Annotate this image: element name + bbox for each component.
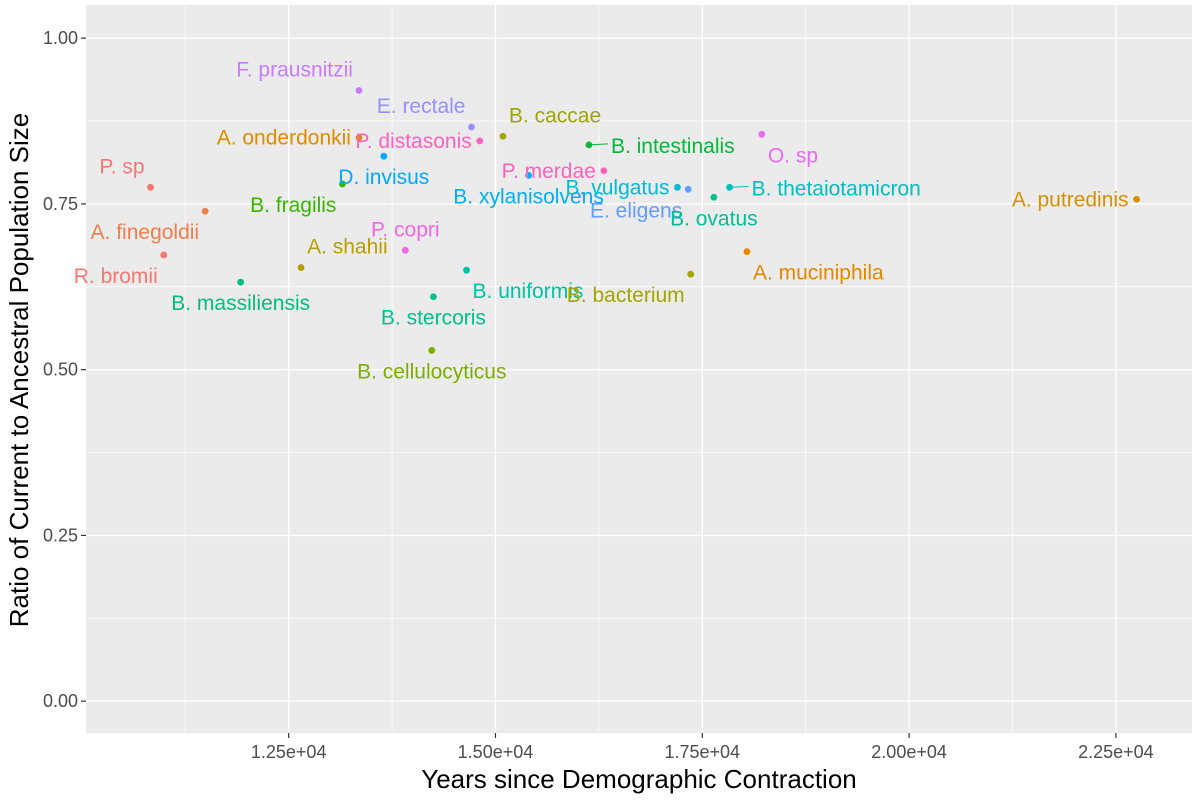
major-gridlines [86,5,1192,733]
label-a-putredinis: A. putredinis [1012,188,1129,211]
point-p-sp [147,183,154,191]
point-b-xylanisolvens [525,171,532,179]
x-tick-label: 1.25e+04 [251,742,327,762]
x-tick-label: 2.25e+04 [1078,742,1154,762]
x-axis-title: Years since Demographic Contraction [421,764,857,794]
point-f-prausnitzii [355,87,363,94]
label-b-vulgatus: B. vulgatus [566,176,670,199]
label-d-invisus: D. invisus [338,166,429,189]
point-a-onderdonkii [355,134,363,142]
point-b-bacterium [687,270,695,278]
label-p-copri: P. copri [371,218,440,241]
point-b-fragilis [339,180,346,188]
x-tick-label: 1.50e+04 [458,742,534,762]
label-a-muciniphila: A. muciniphila [753,262,884,285]
y-axis-ticks: 0.00 0.25 0.50 0.75 1.00 [43,28,86,711]
point-b-vulgatus [674,183,681,191]
label-o-sp: O. sp [768,144,818,167]
y-tick-label: 0.25 [43,525,78,545]
label-connector-b-intestinalis [588,143,608,146]
point-e-rectale [468,123,475,131]
label-a-onderdonkii: A. onderdonkii [217,127,351,150]
y-tick-label: 0.75 [43,194,78,214]
point-a-shahii [297,264,305,271]
label-p-distasonis: P. distasonis [355,130,471,153]
label-connector-b-thetaiotamicron [729,185,749,188]
label-b-bacterium: B. bacterium [567,284,685,307]
point-labels: P. sp A. finegoldii R. bromii B. massiliens… [74,59,1129,384]
y-tick-label: 1.00 [43,28,78,48]
point-a-putredinis [1133,195,1140,203]
label-a-shahii: A. shahii [307,236,388,259]
point-p-merdae [600,167,608,175]
label-b-ovatus: B. ovatus [670,207,758,230]
point-b-cellulocyticus [428,347,436,354]
x-axis-ticks: 1.25e+04 1.50e+04 1.75e+04 2.00e+04 2.25e+04 [251,733,1154,762]
point-p-copri [401,246,409,254]
y-axis-title: Ratio of Current to Ancestral Population… [4,113,34,628]
label-b-uniformis: B. uniformis [473,280,584,303]
label-f-prausnitzii: F. prausnitzii [236,59,353,82]
point-b-stercoris [430,293,437,301]
label-b-stercoris: B. stercoris [381,307,486,330]
point-b-caccae [499,132,507,140]
label-p-merdae: P. merdae [502,160,596,183]
point-a-finegoldii [201,207,209,215]
label-b-intestinalis: B. intestinalis [611,135,735,158]
x-tick-label: 2.00e+04 [871,742,947,762]
label-b-thetaiotamicron: B. thetaiotamicron [752,177,921,200]
data-points [147,87,1140,354]
label-b-caccae: B. caccae [509,104,601,127]
point-b-massiliensis [237,278,245,286]
point-p-distasonis [476,137,484,145]
label-e-rectale: E. rectale [377,95,466,118]
label-r-bromii: R. bromii [74,265,158,288]
label-e-eligens: E. eligens [590,199,682,222]
point-o-sp [758,130,766,138]
label-b-fragilis: B. fragilis [250,194,336,217]
y-tick-label: 0.00 [43,691,78,711]
x-tick-label: 1.75e+04 [664,742,740,762]
label-b-xylanisolvens: B. xylanisolvens [453,185,604,208]
label-b-cellulocyticus: B. cellulocyticus [357,360,506,383]
label-p-sp: P. sp [99,155,144,178]
point-b-uniformis [463,266,470,274]
point-e-eligens [684,185,692,193]
point-r-bromii [160,251,168,259]
y-tick-label: 0.50 [43,360,78,380]
label-b-massiliensis: B. massiliensis [171,292,310,315]
point-a-muciniphila [743,248,751,256]
label-a-finegoldii: A. finegoldii [91,221,200,244]
point-b-ovatus [710,193,718,201]
point-b-intestinalis [585,141,593,149]
point-d-invisus [380,152,388,160]
